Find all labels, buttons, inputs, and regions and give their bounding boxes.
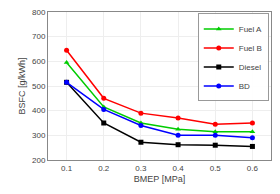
svg-text:700: 700 <box>32 32 46 41</box>
svg-text:0.6: 0.6 <box>247 164 259 173</box>
svg-text:400: 400 <box>32 106 46 115</box>
svg-text:Fuel A: Fuel A <box>239 25 262 34</box>
svg-text:200: 200 <box>32 156 46 165</box>
svg-text:0.3: 0.3 <box>135 164 147 173</box>
svg-text:BMEP [MPa]: BMEP [MPa] <box>134 174 185 184</box>
svg-text:0.4: 0.4 <box>173 164 185 173</box>
svg-text:300: 300 <box>32 131 46 140</box>
svg-text:500: 500 <box>32 82 46 91</box>
svg-text:0.5: 0.5 <box>210 164 222 173</box>
svg-text:BSFC [g/kWh]: BSFC [g/kWh] <box>17 57 27 114</box>
svg-text:800: 800 <box>32 8 46 17</box>
svg-text:0.1: 0.1 <box>61 164 73 173</box>
svg-text:0.2: 0.2 <box>98 164 110 173</box>
svg-text:BD: BD <box>239 82 250 91</box>
svg-text:600: 600 <box>32 57 46 66</box>
svg-text:Fuel B: Fuel B <box>239 44 262 53</box>
svg-text:Diesel: Diesel <box>239 63 261 72</box>
